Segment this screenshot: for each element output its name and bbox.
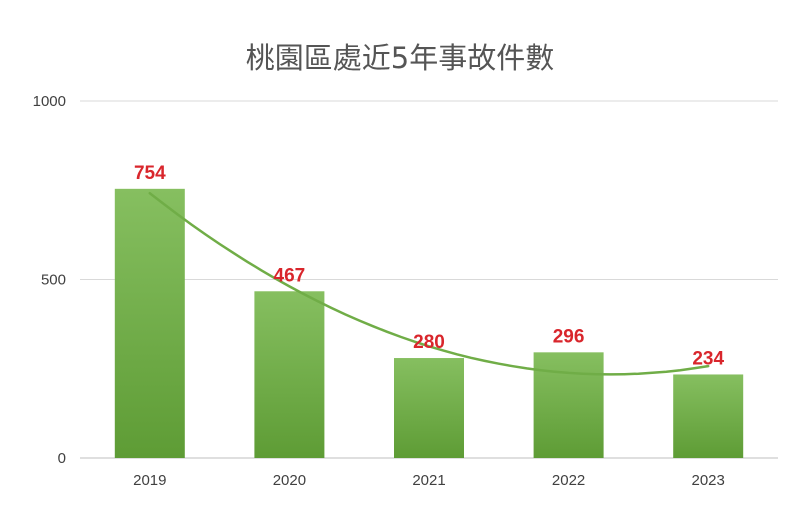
- data-label: 467: [274, 265, 306, 286]
- bar: [673, 374, 744, 458]
- data-label: 296: [553, 326, 585, 347]
- y-tick-label: 500: [41, 272, 66, 289]
- bar: [394, 358, 464, 458]
- bar: [533, 352, 604, 458]
- y-tick-label: 1000: [33, 93, 66, 110]
- y-axis: 0 500 1000: [33, 93, 66, 467]
- data-label: 754: [134, 163, 166, 184]
- x-tick-label: 2021: [412, 472, 445, 489]
- x-tick-label: 2023: [692, 472, 725, 489]
- bar: [254, 291, 325, 458]
- x-tick-label: 2022: [552, 472, 585, 489]
- trendline: [148, 191, 710, 376]
- x-tick-label: 2020: [273, 472, 306, 489]
- trendline-group: [148, 191, 710, 376]
- x-tick-label: 2019: [133, 472, 166, 489]
- data-label: 280: [413, 332, 445, 353]
- bar: [114, 188, 185, 458]
- x-axis: 2019 2020 2021 2022 2023: [133, 472, 725, 489]
- data-label: 234: [692, 348, 724, 369]
- y-tick-label: 0: [58, 450, 66, 467]
- bars: [114, 188, 744, 458]
- chart-title: 桃園區處近5年事故件數: [246, 41, 554, 75]
- data-labels: 754 467 280 296 234: [134, 163, 725, 370]
